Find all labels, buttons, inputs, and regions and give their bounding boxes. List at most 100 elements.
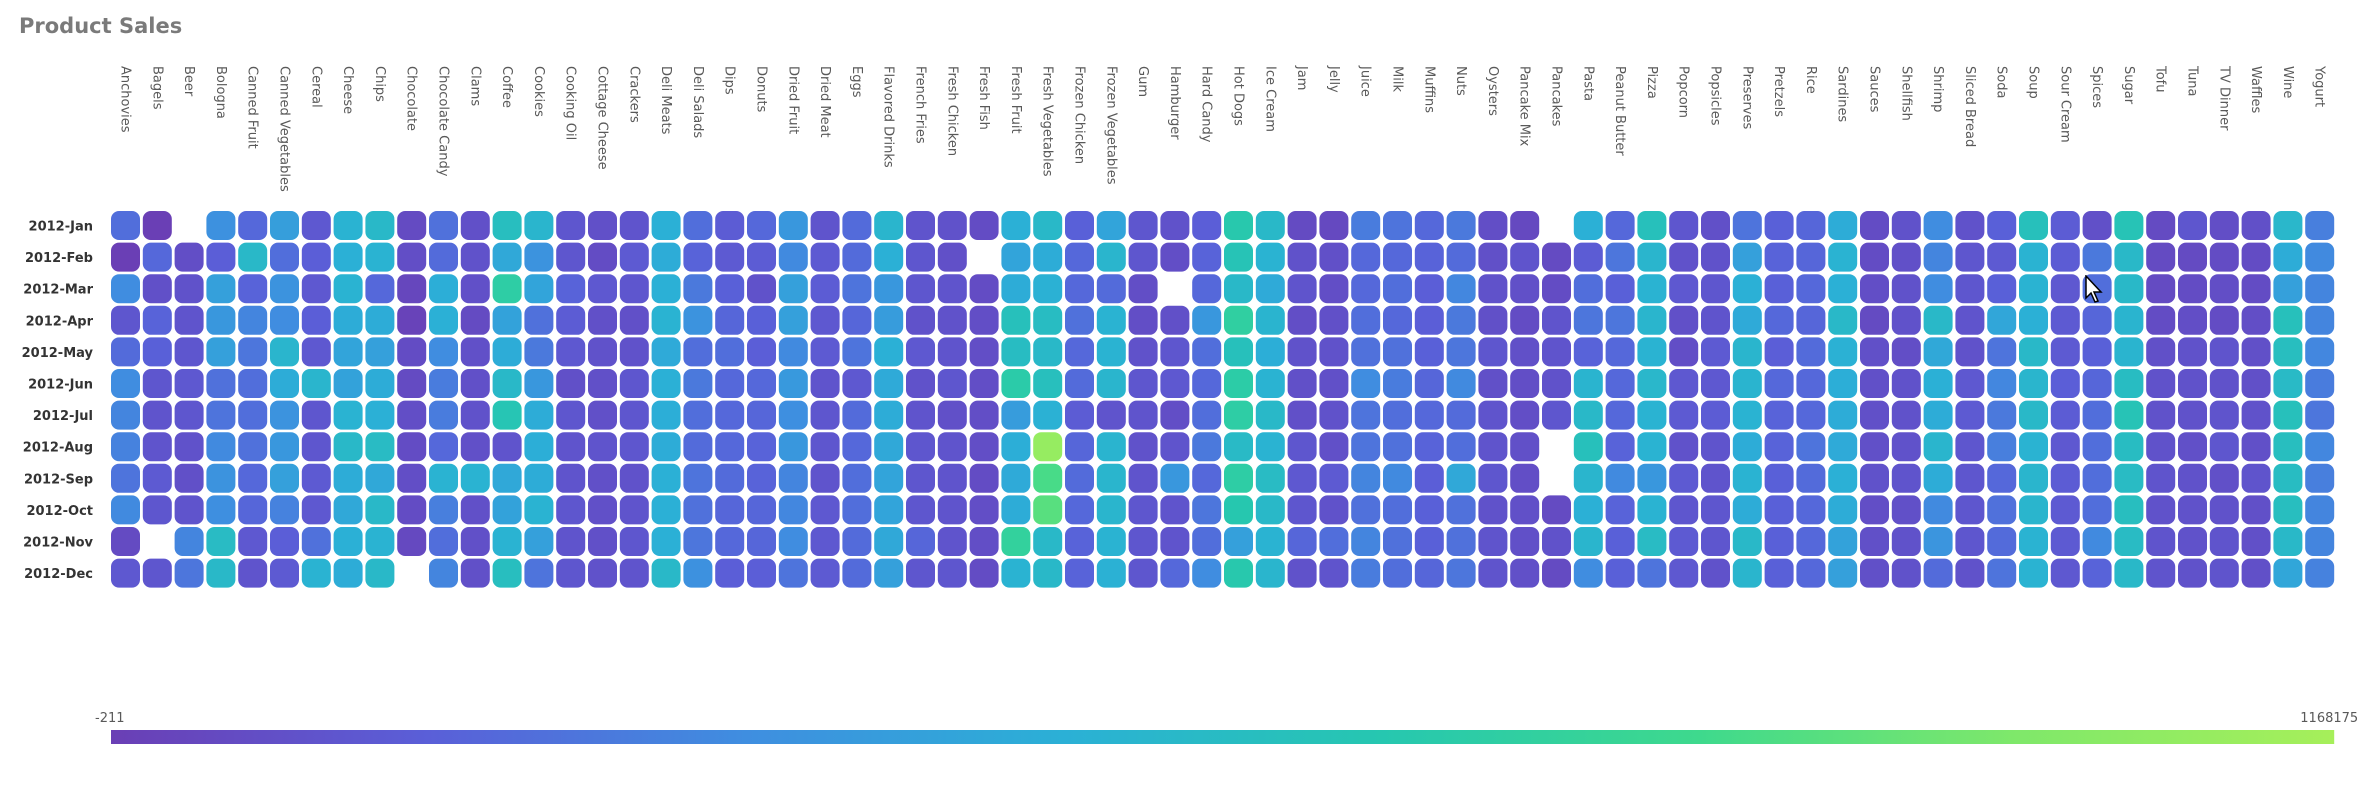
heatmap-cell[interactable] — [1828, 432, 1858, 462]
heatmap-cell[interactable] — [2209, 495, 2239, 525]
heatmap-cell[interactable] — [1255, 242, 1285, 272]
heatmap-cell[interactable] — [651, 274, 681, 304]
heatmap-cell[interactable] — [1160, 400, 1190, 430]
heatmap-cell[interactable] — [1860, 495, 1889, 525]
heatmap-cell[interactable] — [333, 527, 363, 556]
heatmap-cell[interactable] — [1255, 337, 1285, 367]
heatmap-cell[interactable] — [270, 211, 299, 240]
heatmap-cell[interactable] — [1319, 495, 1349, 525]
heatmap-cell[interactable] — [1860, 242, 1889, 272]
heatmap-cell[interactable] — [778, 211, 808, 240]
heatmap-cell[interactable] — [206, 211, 236, 240]
heatmap-cell[interactable] — [492, 274, 522, 304]
heatmap-cell[interactable] — [2178, 558, 2207, 588]
heatmap-cell[interactable] — [1828, 463, 1858, 493]
heatmap-cell[interactable] — [1637, 527, 1667, 556]
heatmap-cell[interactable] — [1383, 337, 1412, 367]
heatmap-cell[interactable] — [1319, 211, 1349, 240]
heatmap-cell[interactable] — [810, 305, 840, 335]
heatmap-cell[interactable] — [1128, 527, 1158, 556]
heatmap-cell[interactable] — [2019, 337, 2048, 367]
heatmap-cell[interactable] — [2050, 305, 2080, 335]
heatmap-cell[interactable] — [2305, 211, 2335, 240]
heatmap-cell[interactable] — [111, 400, 140, 430]
heatmap-cell[interactable] — [1955, 337, 1985, 367]
heatmap-cell[interactable] — [2082, 369, 2112, 398]
heatmap-cell[interactable] — [1319, 242, 1349, 272]
heatmap-cell[interactable] — [238, 463, 268, 493]
heatmap-cell[interactable] — [1955, 369, 1985, 398]
heatmap-cell[interactable] — [2178, 242, 2207, 272]
heatmap-cell[interactable] — [2209, 463, 2239, 493]
heatmap-cell[interactable] — [1701, 463, 1730, 493]
heatmap-cell[interactable] — [1637, 242, 1667, 272]
heatmap-cell[interactable] — [2146, 463, 2176, 493]
heatmap-cell[interactable] — [206, 463, 236, 493]
heatmap-cell[interactable] — [1796, 463, 1826, 493]
heatmap-cell[interactable] — [1287, 337, 1317, 367]
heatmap-cell[interactable] — [111, 305, 140, 335]
heatmap-cell[interactable] — [429, 463, 458, 493]
heatmap-cell[interactable] — [2019, 432, 2048, 462]
heatmap-cell[interactable] — [365, 305, 395, 335]
heatmap-cell[interactable] — [1351, 463, 1381, 493]
heatmap-cell[interactable] — [651, 242, 681, 272]
heatmap-cell[interactable] — [1573, 463, 1603, 493]
heatmap-cell[interactable] — [1383, 274, 1412, 304]
heatmap-cell[interactable] — [1414, 463, 1444, 493]
heatmap-cell[interactable] — [2050, 369, 2080, 398]
heatmap-cell[interactable] — [397, 337, 427, 367]
heatmap-cell[interactable] — [651, 558, 681, 588]
heatmap-cell[interactable] — [1860, 337, 1889, 367]
heatmap-cell[interactable] — [1192, 432, 1222, 462]
heatmap-cell[interactable] — [238, 369, 268, 398]
heatmap-cell[interactable] — [1224, 495, 1253, 525]
heatmap-cell[interactable] — [270, 527, 299, 556]
heatmap-cell[interactable] — [1828, 242, 1858, 272]
heatmap-cell[interactable] — [1096, 432, 1126, 462]
heatmap-cell[interactable] — [810, 369, 840, 398]
heatmap-cell[interactable] — [969, 274, 999, 304]
heatmap-cell[interactable] — [715, 369, 745, 398]
heatmap-cell[interactable] — [1096, 369, 1126, 398]
heatmap-cell[interactable] — [524, 432, 554, 462]
heatmap-cell[interactable] — [2019, 527, 2048, 556]
heatmap-cell[interactable] — [1065, 242, 1094, 272]
heatmap-cell[interactable] — [1764, 211, 1794, 240]
heatmap-cell[interactable] — [1192, 558, 1222, 588]
heatmap-cell[interactable] — [683, 495, 713, 525]
heatmap-cell[interactable] — [1001, 527, 1031, 556]
heatmap-cell[interactable] — [524, 369, 554, 398]
heatmap-cell[interactable] — [2178, 400, 2207, 430]
heatmap-cell[interactable] — [460, 305, 490, 335]
heatmap-cell[interactable] — [429, 432, 458, 462]
heatmap-cell[interactable] — [429, 369, 458, 398]
heatmap-cell[interactable] — [1351, 337, 1381, 367]
heatmap-cell[interactable] — [874, 558, 904, 588]
heatmap-cell[interactable] — [1224, 463, 1253, 493]
heatmap-cell[interactable] — [2241, 274, 2271, 304]
heatmap-cell[interactable] — [111, 211, 140, 240]
heatmap-cell[interactable] — [1573, 337, 1603, 367]
heatmap-cell[interactable] — [1478, 305, 1508, 335]
heatmap-cell[interactable] — [142, 305, 172, 335]
heatmap-cell[interactable] — [1001, 211, 1031, 240]
heatmap-cell[interactable] — [397, 527, 427, 556]
heatmap-cell[interactable] — [142, 337, 172, 367]
heatmap-cell[interactable] — [301, 400, 331, 430]
heatmap-cell[interactable] — [2050, 432, 2080, 462]
heatmap-cell[interactable] — [556, 242, 586, 272]
heatmap-cell[interactable] — [810, 558, 840, 588]
heatmap-cell[interactable] — [1637, 400, 1667, 430]
heatmap-cell[interactable] — [778, 400, 808, 430]
heatmap-cell[interactable] — [588, 463, 617, 493]
heatmap-cell[interactable] — [778, 495, 808, 525]
heatmap-cell[interactable] — [365, 527, 395, 556]
heatmap-cell[interactable] — [1192, 337, 1222, 367]
heatmap-cell[interactable] — [2114, 369, 2144, 398]
heatmap-cell[interactable] — [333, 432, 363, 462]
heatmap-cell[interactable] — [2050, 242, 2080, 272]
heatmap-cell[interactable] — [1192, 495, 1222, 525]
heatmap-cell[interactable] — [715, 211, 745, 240]
heatmap-cell[interactable] — [1860, 463, 1889, 493]
